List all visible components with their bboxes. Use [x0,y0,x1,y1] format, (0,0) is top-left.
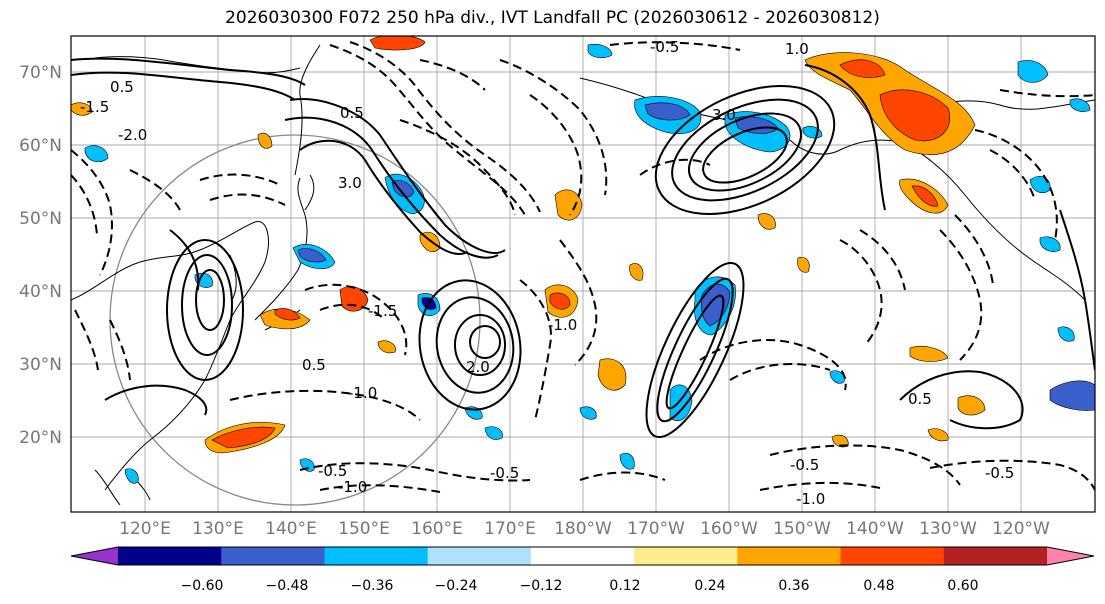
colorbar-tick-label: 0.24 [694,578,725,594]
colorbar-segment [118,547,222,565]
contour-label: -2.0 [118,126,147,144]
contour-labels: -0.5 1.0 -1.5 -2.0 0.5 3.0 -1.5 -1.0 2.0… [80,38,1014,508]
contour-label: -1.0 [348,384,377,402]
colorbar-segments [70,546,1095,566]
contour-label: -0.5 [790,456,819,474]
colorbar-segment [737,547,842,565]
colorbar-segment [324,547,429,565]
colorbar-tick-label: 0.36 [778,578,809,594]
lon-label-120w: 120°W [992,519,1050,539]
lon-label-180w: 180°W [554,519,612,539]
lon-label-150w: 150°W [773,519,831,539]
lon-label-170e: 170°E [484,519,536,539]
lon-label-160e: 160°E [411,519,463,539]
latitude-labels: 70°N 60°N 50°N 40°N 30°N 20°N [19,63,62,448]
colorbar-extend-min [71,547,118,565]
colorbar-tick-label: 0.12 [609,578,640,594]
colorbar-tick-label: −0.48 [266,578,309,594]
colorbar-segment [427,547,532,565]
lon-label-150e: 150°E [338,519,390,539]
colorbar-tick-label: 0.60 [947,578,978,594]
lon-label-130w: 130°W [919,519,977,539]
colorbar-segment [943,547,1048,565]
contour-label: 1.0 [785,40,809,58]
lat-label-70n: 70°N [19,63,62,83]
map-frame [70,35,1096,513]
colorbar-segment [221,547,325,565]
lon-label-120e: 120°E [119,519,171,539]
contour-label: 3.0 [338,174,362,192]
lon-label-160w: 160°W [700,519,758,539]
colorbar-segment [840,547,945,565]
lon-label-130e: 130°E [192,519,244,539]
lat-label-30n: 30°N [19,355,62,375]
contour-label: 0.5 [340,104,364,122]
colorbar-tick-labels: −0.60 −0.48 −0.36 −0.24 −0.12 0.12 0.24 … [181,578,979,594]
colorbar-tick-label: −0.60 [181,578,224,594]
lon-label-170w: 170°W [627,519,685,539]
lat-label-60n: 60°N [19,136,62,156]
lat-label-50n: 50°N [19,209,62,229]
contour-label: -1.0 [796,490,825,508]
contour-label: -0.5 [985,464,1014,482]
colorbar-segment [634,547,738,565]
lat-label-20n: 20°N [19,428,62,448]
contour-label: 2.0 [466,358,490,376]
contour-label: -1.0 [338,478,367,496]
colorbar-segment [530,547,635,565]
lon-label-140w: 140°W [846,519,904,539]
longitude-labels: 120°E 130°E 140°E 150°E 160°E 170°E 180°… [119,519,1050,539]
contour-label: -0.5 [490,464,519,482]
colorbar-tick-label: −0.12 [520,578,563,594]
divergence-shading [71,36,1095,484]
contour-label: -1.5 [80,98,109,116]
colorbar-tick-label: −0.36 [351,578,394,594]
contour-label: -0.5 [650,38,679,56]
contour-label: -1.0 [548,316,577,334]
colorbar: −0.60 −0.48 −0.36 −0.24 −0.12 0.12 0.24 … [70,546,1095,594]
lat-label-40n: 40°N [19,282,62,302]
colorbar-tick-label: −0.24 [435,578,478,594]
map-plot-area: -0.5 1.0 -1.5 -2.0 0.5 3.0 -1.5 -1.0 2.0… [70,35,1096,513]
contour-label: -1.5 [368,302,397,320]
ivt-contours-positive [71,57,1095,439]
contour-label: -0.5 [318,462,347,480]
map-title: 2026030300 F072 250 hPa div., IVT Landfa… [225,8,880,28]
ivt-contours-negative [71,41,1095,493]
contour-label: 0.5 [110,78,134,96]
lon-label-140e: 140°E [265,519,317,539]
contour-label: 0.5 [908,390,932,408]
colorbar-tick-label: 0.48 [863,578,894,594]
colorbar-extend-max [1047,547,1094,565]
contour-label: 0.5 [302,356,326,374]
colorbar-outline [70,546,1095,566]
contour-label: 3.0 [712,106,736,124]
